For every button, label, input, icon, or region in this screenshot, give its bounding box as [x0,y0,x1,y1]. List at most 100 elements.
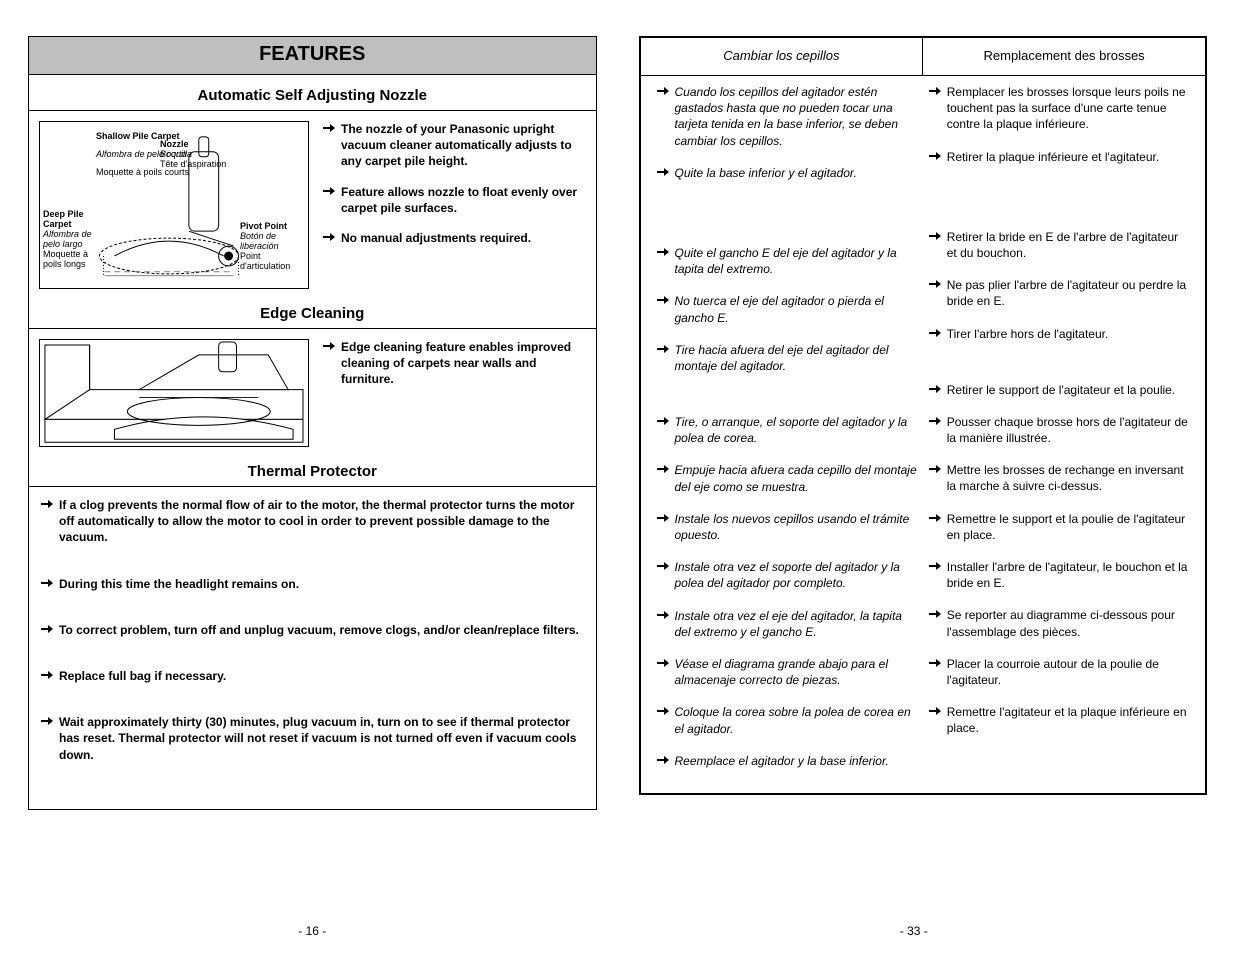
bullet-arrow-icon [657,511,669,543]
bullet-arrow-icon [929,511,941,543]
rt-bullet-item: Instale otra vez el eje del agitador, la… [657,608,917,640]
bullet-arrow-icon [929,656,941,688]
rt-bullet-item: Placer la courroie autour de la poulie d… [929,656,1189,688]
rt-bullet-text: Instale otra vez el eje del agitador, la… [675,608,917,640]
rt-bullet-item: Pousser chaque brosse hors de l'agitateu… [929,414,1189,446]
diagram-edge [39,339,309,447]
rt-bullet-item: Instale los nuevos cepillos usando el tr… [657,511,917,543]
section1-title: Automatic Self Adjusting Nozzle [29,75,596,111]
bullet-arrow-icon [929,277,941,309]
rt-bullet-item: Remplacer les brosses lorsque leurs poil… [929,84,1189,133]
rt-bullet-item: Ne pas plier l'arbre de l'agitateur ou p… [929,277,1189,309]
bullet-item: During this time the headlight remains o… [41,576,584,592]
section3-bullets: If a clog prevents the normal flow of ai… [29,487,596,809]
bullet-arrow-icon [929,704,941,736]
bullet-text: Edge cleaning feature enables improved c… [341,339,586,388]
bullet-arrow-icon [929,414,941,446]
col-fr: Remplacer les brosses lorsque leurs poil… [923,84,1195,785]
rt-bullet-item: Instale otra vez el soporte del agitador… [657,559,917,591]
bullet-item: Wait approximately thirty (30) minutes, … [41,714,584,763]
lbl-pivot-fr: Point d'articulation [240,252,298,272]
diagram-nozzle: Shallow Pile Carpet Alfombra de pelo cor… [39,121,309,289]
rt-bullet-item: Se reporter au diagramme ci-dessous pour… [929,607,1189,639]
bullet-arrow-icon [657,704,669,736]
rt-bullet-item: Installer l'arbre de l'agitateur, le bou… [929,559,1189,591]
rt-bullet-text: Coloque la corea sobre la polea de corea… [675,704,917,736]
section2-bullets: Edge cleaning feature enables improved c… [323,339,586,447]
rt-bullet-text: Tire, o arranque, el soporte del agitado… [675,414,917,446]
bullet-arrow-icon [929,326,941,342]
rt-bullet-text: Placer la courroie autour de la poulie d… [947,656,1189,688]
bullet-arrow-icon [929,607,941,639]
bullet-arrow-icon [929,84,941,133]
bullet-text: To correct problem, turn off and unplug … [59,622,579,638]
rt-bullet-text: Quite el gancho E del eje del agitador y… [675,245,917,277]
rt-bullet-item: Quite la base inferior y el agitador. [657,165,917,181]
bullet-arrow-icon [929,559,941,591]
section2-body: Edge cleaning feature enables improved c… [29,329,596,451]
bullet-arrow-icon [657,245,669,277]
rt-bullet-text: Installer l'arbre de l'agitateur, le bou… [947,559,1189,591]
bullet-arrow-icon [929,149,941,165]
rt-bullet-text: Quite la base inferior y el agitador. [675,165,857,181]
bullet-arrow-icon [657,84,669,149]
rt-bullet-text: No tuerca el eje del agitador o pierda e… [675,293,917,325]
lbl-deep-en: Deep Pile Carpet [43,210,95,230]
rt-bullet-text: Remplacer les brosses lorsque leurs poil… [947,84,1189,133]
bullet-text: No manual adjustments required. [341,230,531,246]
bullet-item: No manual adjustments required. [323,230,586,246]
lbl-pivot-es: Botón de liberación [240,232,298,252]
rt-bullet-item: Coloque la corea sobre la polea de corea… [657,704,917,736]
bullet-arrow-icon [657,608,669,640]
bullet-arrow-icon [41,668,53,684]
rt-bullet-item: Tire, o arranque, el soporte del agitado… [657,414,917,446]
bullet-item: Edge cleaning feature enables improved c… [323,339,586,388]
col-es: Cuando los cepillos del agitador estén g… [651,84,923,785]
rt-bullet-item: Remettre l'agitateur et la plaque inféri… [929,704,1189,736]
header-fr: Remplacement des brosses [923,38,1205,75]
rt-bullet-text: Retirer le support de l'agitateur et la … [947,382,1175,398]
rt-bullet-item: Remettre le support et la poulie de l'ag… [929,511,1189,543]
rt-bullet-item: Mettre les brosses de rechange en invers… [929,462,1189,494]
rt-bullet-item: Reemplace el agitador y la base inferior… [657,753,917,769]
rt-bullet-text: Empuje hacia afuera cada cepillo del mon… [675,462,917,494]
right-box: Cambiar los cepillos Remplacement des br… [639,36,1208,795]
rt-bullet-item: No tuerca el eje del agitador o pierda e… [657,293,917,325]
lbl-deep-es: Alfombra de pelo largo [43,230,95,250]
rt-bullet-text: Ne pas plier l'arbre de l'agitateur ou p… [947,277,1189,309]
rt-bullet-text: Remettre le support et la poulie de l'ag… [947,511,1189,543]
rt-bullet-text: Reemplace el agitador y la base inferior… [675,753,889,769]
features-title: FEATURES [29,37,596,75]
page-number-right: - 33 - [609,924,1220,938]
bullet-text: Wait approximately thirty (30) minutes, … [59,714,584,763]
rt-bullet-item: Cuando los cepillos del agitador estén g… [657,84,917,149]
bullet-arrow-icon [41,622,53,638]
bullet-arrow-icon [929,229,941,261]
rt-bullet-item: Véase el diagrama grande abajo para el a… [657,656,917,688]
bullet-item: Replace full bag if necessary. [41,668,584,684]
bullet-text: During this time the headlight remains o… [59,576,299,592]
bullet-item: If a clog prevents the normal flow of ai… [41,497,584,546]
rt-bullet-text: Véase el diagrama grande abajo para el a… [675,656,917,688]
rt-bullet-item: Tirer l'arbre hors de l'agitateur. [929,326,1189,342]
rt-bullet-item: Retirer la plaque inférieure et l'agitat… [929,149,1189,165]
bullet-arrow-icon [41,714,53,763]
page-number-left: - 16 - [16,924,609,938]
bullet-arrow-icon [657,559,669,591]
section1-body: Shallow Pile Carpet Alfombra de pelo cor… [29,111,596,293]
bullet-arrow-icon [657,753,669,769]
rt-bullet-text: Retirer la bride en E de l'arbre de l'ag… [947,229,1189,261]
bullet-text: If a clog prevents the normal flow of ai… [59,497,584,546]
rt-bullet-item: Retirer la bride en E de l'arbre de l'ag… [929,229,1189,261]
rt-bullet-item: Retirer le support de l'agitateur et la … [929,382,1189,398]
rt-bullet-text: Pousser chaque brosse hors de l'agitateu… [947,414,1189,446]
bullet-arrow-icon [657,342,669,374]
bullet-arrow-icon [929,382,941,398]
bullet-arrow-icon [323,184,335,216]
rt-bullet-text: Instale otra vez el soporte del agitador… [675,559,917,591]
bullet-text: The nozzle of your Panasonic upright vac… [341,121,586,170]
bullet-arrow-icon [657,293,669,325]
bullet-text: Replace full bag if necessary. [59,668,226,684]
bullet-arrow-icon [323,230,335,246]
rt-bullet-item: Empuje hacia afuera cada cepillo del mon… [657,462,917,494]
